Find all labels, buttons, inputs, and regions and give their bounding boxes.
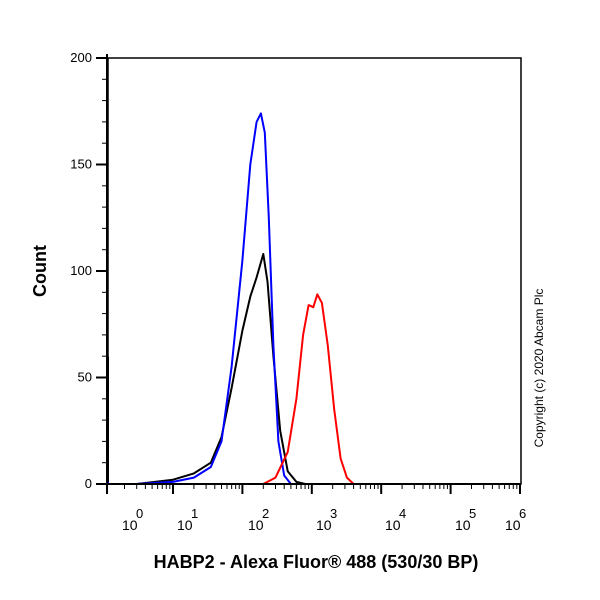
x-tick-label: 103 [316, 506, 337, 533]
y-tick-label: 0 [85, 476, 92, 491]
svg-text:10: 10 [505, 517, 521, 533]
svg-text:10: 10 [316, 517, 332, 533]
series-blue-line [107, 112, 520, 485]
svg-text:10: 10 [455, 517, 471, 533]
copyright-annotation: Copyright (c) 2020 Abcam Plc [532, 289, 546, 448]
series-black-line [107, 253, 520, 485]
x-tick-label: 106 [505, 506, 526, 533]
svg-text:10: 10 [122, 517, 138, 533]
y-tick-label: 50 [78, 370, 92, 385]
plot-frame [107, 57, 522, 485]
svg-text:4: 4 [399, 506, 406, 521]
y-tick-label: 200 [70, 50, 92, 65]
svg-text:10: 10 [177, 517, 193, 533]
svg-text:2: 2 [262, 506, 269, 521]
x-tick-label: 101 [177, 506, 198, 533]
svg-text:10: 10 [248, 517, 264, 533]
x-tick-label: 100 [122, 506, 143, 533]
svg-text:10: 10 [385, 517, 401, 533]
svg-text:5: 5 [469, 506, 476, 521]
series-layer [107, 112, 520, 485]
x-tick-label: 105 [455, 506, 476, 533]
y-tick-label: 150 [70, 157, 92, 172]
y-tick-label: 100 [70, 263, 92, 278]
y-axis: 0 50 100 150 200 [70, 50, 108, 494]
x-tick-label: 102 [248, 506, 269, 533]
y-axis-title: Count [30, 245, 50, 297]
svg-text:1: 1 [191, 506, 198, 521]
series-red-line [108, 293, 520, 485]
svg-text:6: 6 [519, 506, 526, 521]
svg-text:3: 3 [330, 506, 337, 521]
x-tick-label: 104 [385, 506, 406, 533]
x-axis-title: HABP2 - Alexa Fluor® 488 (530/30 BP) [154, 552, 479, 572]
svg-text:0: 0 [136, 506, 143, 521]
